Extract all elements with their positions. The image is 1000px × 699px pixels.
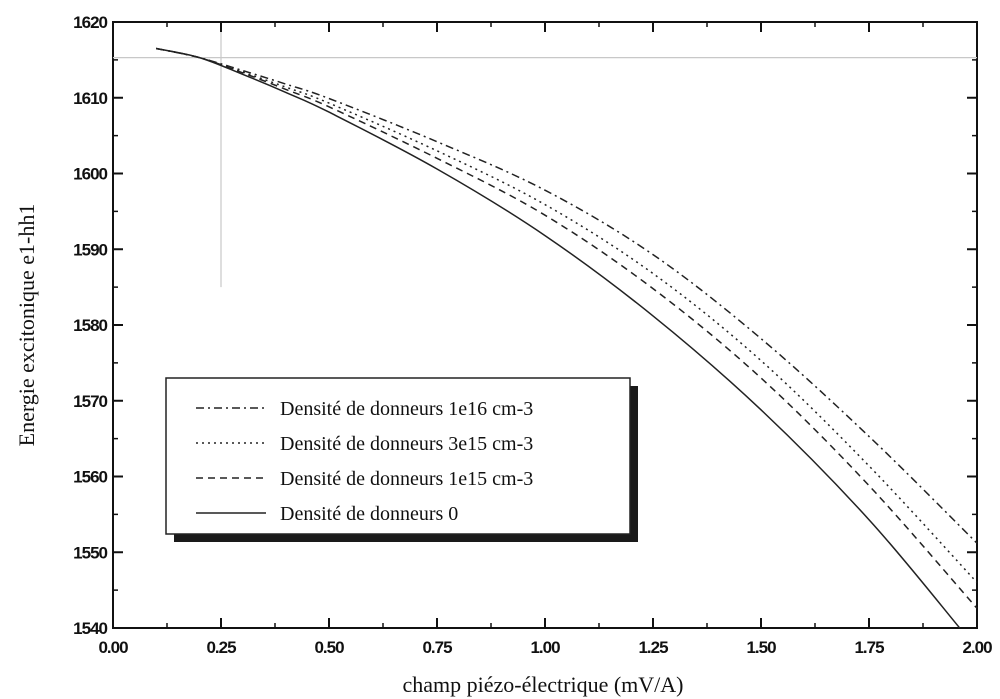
series-line-3 (156, 47, 978, 609)
x-tick-label: 1.25 (638, 638, 668, 657)
series-lines (156, 47, 978, 629)
legend: Densité de donneurs 1e16 cm-3 Densité de … (165, 377, 638, 542)
y-tick-label: 1580 (73, 316, 107, 335)
y-axis-title: Energie excitonique e1-hh1 (14, 204, 39, 447)
y-tick-label: 1620 (73, 13, 107, 32)
legend-label-4: Densité de donneurs 0 (280, 503, 458, 525)
legend-label-3: Densité de donneurs 1e15 cm-3 (280, 468, 533, 490)
x-axis-title: champ piézo-électrique (mV/A) (403, 672, 684, 697)
y-tick-label: 1560 (73, 468, 107, 487)
y-tick-label: 1550 (73, 543, 107, 562)
x-tick-label: 0.75 (422, 638, 452, 657)
x-tick-label: 1.50 (746, 638, 776, 657)
y-tick-label: 1590 (73, 240, 107, 259)
legend-box (165, 377, 631, 535)
y-tick-label: 1600 (73, 165, 107, 184)
y-tick-label: 1610 (73, 89, 107, 108)
legend-label-1: Densité de donneurs 1e16 cm-3 (280, 398, 533, 420)
reference-lines (113, 22, 977, 288)
axis-ticks: 0.00 0.25 0.50 0.75 1.00 1.25 1.50 1.75 2.00 1540… (73, 13, 993, 657)
x-tick-label: 2.00 (962, 638, 992, 657)
y-tick-label: 1540 (73, 619, 107, 638)
y-tick-label: 1570 (73, 392, 107, 411)
x-tick-label: 0.50 (314, 638, 344, 657)
x-tick-label: 0.25 (206, 638, 236, 657)
series-line-1 (156, 47, 978, 544)
x-tick-label: 1.75 (854, 638, 884, 657)
x-tick-label: 1.00 (530, 638, 560, 657)
legend-label-2: Densité de donneurs 3e15 cm-3 (280, 433, 533, 455)
series-line-4 (156, 47, 961, 629)
x-tick-label: 0.00 (98, 638, 128, 657)
